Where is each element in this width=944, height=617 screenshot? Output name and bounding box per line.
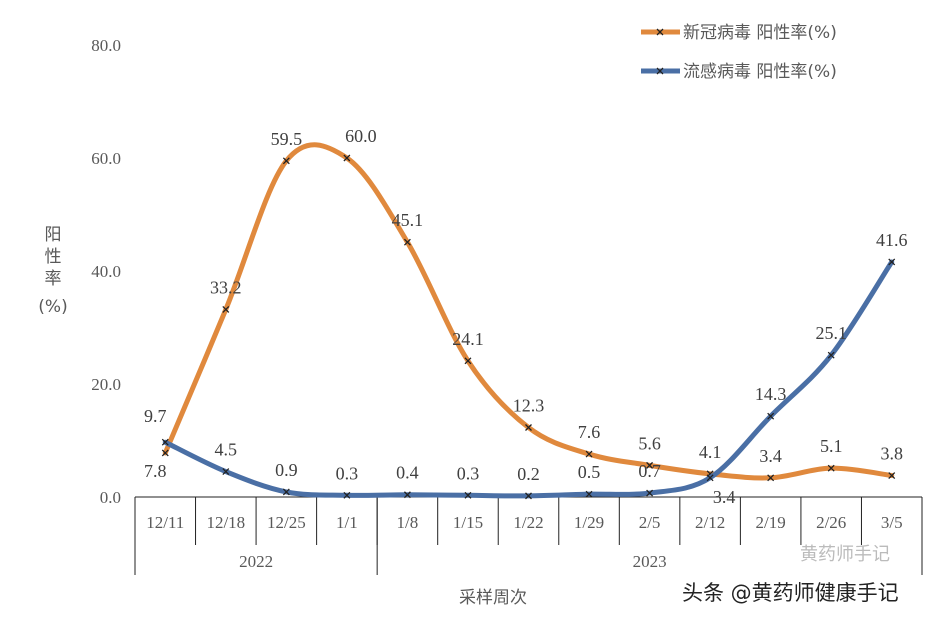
data-point-marker [646, 489, 654, 497]
data-point-marker [222, 468, 230, 476]
data-label: 7.6 [578, 422, 601, 442]
data-point-marker [403, 238, 411, 246]
data-label: 0.3 [336, 463, 359, 483]
data-point-marker [646, 461, 654, 469]
data-point-marker [222, 305, 230, 313]
x-axis-title: 采样周次 [459, 588, 527, 608]
data-label: 59.5 [271, 129, 303, 149]
y-axis-title-char: 率 [45, 269, 62, 289]
x-tick-label: 2/26 [816, 513, 846, 532]
data-label: 5.6 [638, 433, 661, 453]
y-tick-label: 60.0 [91, 149, 121, 168]
data-label: 3.4 [759, 446, 782, 466]
data-label: 0.2 [517, 464, 540, 484]
y-axis-title-char: (%) [38, 297, 67, 317]
data-point-marker [827, 351, 835, 359]
data-label: 33.2 [210, 277, 242, 297]
year-group-label: 2023 [633, 552, 667, 571]
x-tick-label: 1/8 [397, 513, 419, 532]
x-tick-label: 2/19 [756, 513, 786, 532]
data-point-marker [767, 412, 775, 420]
legend-label-covid: 新冠病毒 阳性率(%) [683, 23, 837, 43]
data-label: 41.6 [876, 230, 908, 250]
data-point-marker [403, 491, 411, 499]
data-label: 25.1 [815, 323, 847, 343]
data-point-marker [343, 154, 351, 162]
data-point-marker [585, 490, 593, 498]
data-point-marker [282, 488, 290, 496]
data-point-marker [464, 491, 472, 499]
x-tick-label: 2/12 [695, 513, 725, 532]
x-tick-label: 3/5 [881, 513, 903, 532]
data-point-marker [525, 424, 532, 431]
legend: 新冠病毒 阳性率(%) 流感病毒 阳性率(%) [641, 23, 837, 82]
data-point-marker [585, 450, 593, 458]
data-point-marker [343, 491, 351, 499]
data-point-marker [888, 472, 896, 479]
data-point-marker [767, 474, 775, 482]
data-point-marker [282, 157, 290, 165]
x-tick-label: 12/11 [146, 513, 184, 532]
data-label: 14.3 [755, 384, 787, 404]
data-point-marker [161, 438, 169, 446]
data-point-marker [525, 492, 532, 500]
y-tick-label: 40.0 [91, 262, 121, 281]
legend-label-flu: 流感病毒 阳性率(%) [683, 62, 837, 82]
y-axis-title-char: 阳 [45, 225, 62, 245]
covid-series-line [162, 142, 895, 481]
data-label: 0.5 [578, 462, 601, 482]
legend-marker-icon [656, 28, 664, 36]
data-label: 0.7 [638, 461, 661, 481]
watermark-text: 头条 @黄药师健康手记 [682, 581, 899, 605]
y-tick-label: 20.0 [91, 375, 121, 394]
x-tick-label: 2/5 [639, 513, 661, 532]
data-label: 45.1 [392, 210, 424, 230]
data-label: 4.1 [699, 442, 722, 462]
data-point-marker [161, 449, 169, 457]
data-label: 5.1 [820, 436, 843, 456]
data-label: 0.4 [396, 463, 419, 483]
data-label: 3.4 [713, 487, 736, 507]
data-point-marker [888, 258, 896, 266]
legend-marker-icon [656, 67, 664, 75]
data-label: 4.5 [215, 440, 238, 460]
y-axis-title: 阳 性 率 (%) [38, 225, 67, 317]
x-tick-label: 1/1 [336, 513, 358, 532]
data-label: 60.0 [345, 126, 377, 146]
x-tick-label: 1/15 [453, 513, 483, 532]
data-point-marker [706, 474, 714, 482]
data-label: 7.8 [144, 461, 167, 481]
x-tick-label: 1/29 [574, 513, 604, 532]
data-point-marker [464, 357, 472, 365]
data-label: 9.7 [144, 406, 167, 426]
y-tick-label: 80.0 [91, 36, 121, 55]
data-point-marker [827, 464, 835, 472]
watermark-text: 黄药师手记 [800, 544, 890, 565]
year-group-label: 2022 [239, 552, 273, 571]
data-label: 0.3 [457, 463, 480, 483]
x-tick-label: 12/25 [267, 513, 306, 532]
data-label: 24.1 [452, 329, 484, 349]
data-label: 12.3 [513, 396, 545, 416]
data-label: 0.9 [275, 460, 298, 480]
y-tick-label: 0.0 [100, 488, 121, 507]
x-tick-label: 12/18 [206, 513, 245, 532]
y-axis-title-char: 性 [45, 247, 62, 267]
data-label: 3.8 [880, 444, 903, 464]
watermark: 黄药师手记 头条 @黄药师健康手记 [682, 544, 899, 605]
x-tick-label: 1/22 [513, 513, 543, 532]
